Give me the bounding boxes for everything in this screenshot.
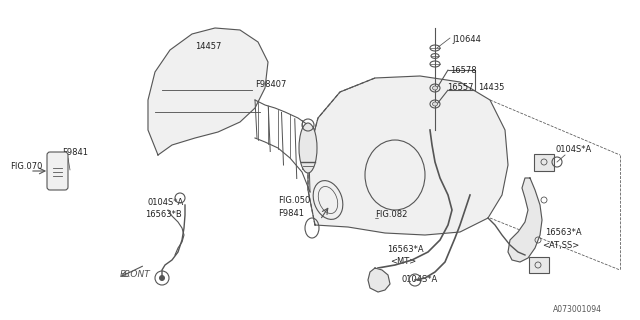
Text: 16563*A: 16563*A xyxy=(387,245,424,254)
Text: <MT>: <MT> xyxy=(390,257,416,266)
Text: 16578: 16578 xyxy=(450,66,477,75)
Text: 0104S*A: 0104S*A xyxy=(148,198,184,207)
FancyBboxPatch shape xyxy=(47,152,68,190)
Polygon shape xyxy=(368,268,390,292)
Text: 16563*B: 16563*B xyxy=(145,210,182,219)
Text: FIG.082: FIG.082 xyxy=(375,210,408,219)
Text: <AT,SS>: <AT,SS> xyxy=(542,241,579,250)
Text: 14457: 14457 xyxy=(195,42,221,51)
Text: 16563*A: 16563*A xyxy=(545,228,582,237)
Text: F98407: F98407 xyxy=(255,80,286,89)
Text: F9841: F9841 xyxy=(62,148,88,157)
Polygon shape xyxy=(508,178,542,262)
Text: A073001094: A073001094 xyxy=(553,305,602,314)
Ellipse shape xyxy=(299,123,317,173)
Ellipse shape xyxy=(433,102,438,106)
Text: 0104S*A: 0104S*A xyxy=(402,275,438,284)
Polygon shape xyxy=(308,76,508,235)
Text: J10644: J10644 xyxy=(452,35,481,44)
Text: 0104S*A: 0104S*A xyxy=(555,145,591,154)
Polygon shape xyxy=(148,28,268,155)
Text: FIG.050: FIG.050 xyxy=(278,196,310,205)
Text: 16557: 16557 xyxy=(447,83,474,92)
Text: FIG.070: FIG.070 xyxy=(10,162,42,171)
Text: F9841: F9841 xyxy=(278,209,304,218)
Ellipse shape xyxy=(433,86,438,90)
Text: FRONT: FRONT xyxy=(120,270,151,279)
Text: 14435: 14435 xyxy=(478,83,504,92)
FancyBboxPatch shape xyxy=(529,257,549,273)
FancyBboxPatch shape xyxy=(534,154,554,171)
Circle shape xyxy=(159,275,165,281)
